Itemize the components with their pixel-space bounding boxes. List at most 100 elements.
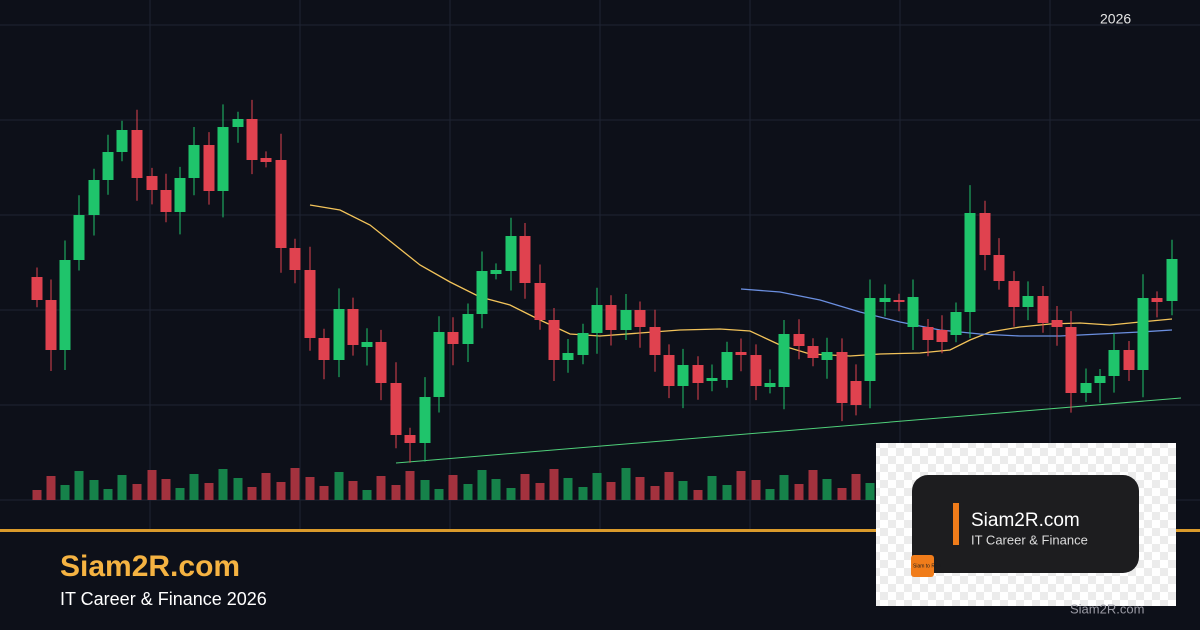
- candle-body: [634, 310, 646, 327]
- volume-bar: [578, 487, 588, 500]
- candle-body: [605, 305, 617, 330]
- candle-body: [879, 298, 891, 302]
- candle-body: [45, 300, 57, 350]
- volume-bar: [305, 477, 315, 500]
- candle-body: [59, 260, 71, 350]
- candle-body: [462, 314, 474, 344]
- logo-subtitle: IT Career & Finance: [971, 532, 1088, 547]
- brand-subtitle: IT Career & Finance 2026: [60, 589, 267, 609]
- volume-bar: [808, 470, 818, 500]
- candle-body: [591, 305, 603, 333]
- volume-bar: [32, 490, 42, 500]
- candle-body: [922, 327, 934, 340]
- candle-body: [893, 300, 905, 302]
- candle-body: [1123, 350, 1135, 370]
- year-label: 2026: [1100, 11, 1131, 27]
- logo-accent: [953, 503, 959, 545]
- candle-body: [721, 352, 733, 380]
- candle-body: [1008, 281, 1020, 307]
- candle-body: [246, 119, 258, 160]
- volume-bar: [794, 484, 804, 500]
- volume-bar: [89, 480, 99, 500]
- candle-body: [836, 352, 848, 403]
- candle-body: [1022, 296, 1034, 307]
- volume-bar: [348, 481, 358, 500]
- logo-title: Siam2R.com: [971, 510, 1080, 531]
- volume-bar: [117, 475, 127, 500]
- volume-bar: [218, 469, 228, 500]
- candle-body: [821, 352, 833, 360]
- volume-bar: [434, 489, 444, 500]
- volume-bar: [837, 488, 847, 500]
- volume-bar: [650, 486, 660, 500]
- volume-bars: [32, 468, 875, 500]
- volume-bar: [405, 471, 415, 500]
- candle-body: [31, 277, 43, 300]
- candle-body: [433, 332, 445, 397]
- candle-body: [232, 119, 244, 127]
- watermark: Siam2R.com: [1070, 601, 1144, 616]
- volume-bar: [592, 473, 602, 500]
- volume-bar: [362, 490, 372, 500]
- candle-body: [950, 312, 962, 335]
- volume-bar: [420, 480, 430, 500]
- candle-body: [663, 355, 675, 386]
- divider: [0, 529, 1200, 532]
- candle-body: [275, 160, 287, 248]
- candle-body: [577, 333, 589, 355]
- volume-bar: [74, 471, 84, 500]
- candle-body: [1108, 350, 1120, 376]
- volume-bar: [635, 477, 645, 500]
- candle-body: [778, 334, 790, 387]
- volume-bar: [707, 476, 717, 500]
- volume-bar: [204, 483, 214, 500]
- volume-bar: [261, 473, 271, 500]
- volume-bar: [865, 483, 875, 500]
- candle-body: [116, 130, 128, 152]
- candle-body: [964, 213, 976, 312]
- candle-body: [203, 145, 215, 191]
- logo-badge: [911, 555, 934, 577]
- volume-bar: [276, 482, 286, 500]
- candle-body: [490, 270, 502, 274]
- candle-body: [73, 215, 85, 260]
- candle-body: [548, 320, 560, 360]
- candle-body: [304, 270, 316, 338]
- volume-bar: [563, 478, 573, 500]
- volume-bar: [132, 484, 142, 500]
- candle-body: [979, 213, 991, 255]
- candle-body: [88, 180, 100, 215]
- volume-bar: [506, 488, 516, 500]
- volume-bar: [477, 470, 487, 500]
- volume-bar: [779, 475, 789, 500]
- candle-body: [1094, 376, 1106, 383]
- candle-body: [519, 236, 531, 283]
- candle-body: [404, 435, 416, 443]
- candle-body: [476, 271, 488, 314]
- candle-body: [217, 127, 229, 191]
- candle-body: [102, 152, 114, 180]
- logo-badge-text: Siam to Rich: [913, 563, 942, 569]
- candle-body: [289, 248, 301, 270]
- candle-body: [1151, 298, 1163, 302]
- volume-bar: [621, 468, 631, 500]
- volume-bar: [247, 487, 257, 500]
- logo: Siam2R.com IT Career & Finance Siam to R…: [876, 443, 1176, 606]
- volume-bar: [189, 474, 199, 500]
- volume-bar: [334, 472, 344, 500]
- volume-bar: [549, 469, 559, 500]
- candle-body: [131, 130, 143, 178]
- volume-bar: [147, 470, 157, 500]
- volume-bar: [606, 482, 616, 500]
- candle-body: [735, 352, 747, 355]
- candle-body: [146, 176, 158, 190]
- candle-body: [160, 190, 172, 212]
- candle-body: [807, 346, 819, 358]
- volume-bar: [722, 485, 732, 500]
- volume-bar: [851, 474, 861, 500]
- volume-bar: [391, 485, 401, 500]
- candle-body: [907, 297, 919, 327]
- candle-body: [333, 309, 345, 360]
- candle-body: [1080, 383, 1092, 393]
- volume-bar: [175, 488, 185, 500]
